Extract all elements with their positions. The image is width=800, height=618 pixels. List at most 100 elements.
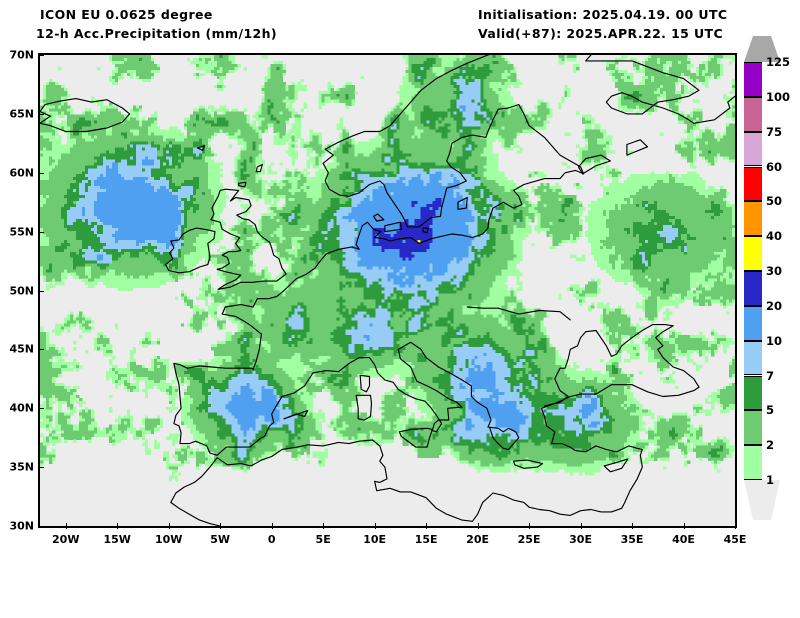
coastline-path — [513, 459, 544, 469]
coastline-path — [359, 374, 371, 393]
x-axis-tick — [220, 523, 222, 529]
x-axis-label-20w: 20W — [52, 533, 80, 546]
y-axis-tick — [38, 526, 44, 527]
x-axis-label-25e: 25E — [517, 533, 541, 546]
coastline-path — [422, 227, 429, 234]
colorbar-tick-20: 20 — [766, 298, 783, 313]
y-axis-label-50n: 50N — [9, 284, 34, 297]
coastline-path — [170, 501, 221, 526]
x-axis-label-40e: 40E — [672, 533, 695, 546]
x-axis-tick — [374, 523, 376, 529]
y-axis-tick — [38, 231, 44, 233]
colorbar-band-7-10 — [744, 340, 762, 376]
coastline-path — [196, 145, 206, 151]
x-axis-tick — [477, 523, 479, 529]
y-axis-label-55n: 55N — [9, 225, 34, 239]
x-axis-tick — [117, 523, 119, 529]
colorbar-under-arrow — [744, 480, 780, 520]
colorbar-tick-30: 30 — [766, 264, 783, 278]
x-axis-label-5w: 5W — [210, 533, 231, 546]
x-axis-tick — [271, 523, 273, 529]
x-axis-label-15w: 15W — [103, 533, 131, 546]
x-axis-label-10w: 10W — [154, 533, 183, 546]
y-axis-label-40n: 40N — [9, 401, 34, 415]
x-axis-tick — [529, 523, 531, 529]
coastline-path — [626, 139, 649, 156]
coastline-path — [355, 394, 373, 421]
coastline-path — [238, 181, 247, 188]
coastline-path — [173, 341, 520, 456]
x-axis-tick — [632, 523, 634, 529]
colorbar-band-10-20 — [744, 305, 762, 341]
coastline-path — [398, 427, 433, 448]
y-axis-label-60n: 60N — [9, 166, 34, 180]
coastline-path — [283, 410, 309, 420]
coastline-path — [457, 196, 468, 210]
x-axis-tick — [683, 523, 685, 529]
colorbar-band-5-7 — [744, 375, 762, 411]
coastline-path — [603, 458, 629, 473]
colorbar-band-75-100 — [744, 96, 762, 132]
x-axis-label-30e: 30E — [569, 533, 592, 546]
y-axis-tick — [38, 408, 44, 410]
colorbar-band-40-50 — [744, 201, 762, 237]
coastline-path — [373, 213, 385, 222]
field-title: 12-h Acc.Precipitation (mm/12h) — [36, 26, 278, 41]
colorbar-tick-125: 125 — [766, 55, 791, 69]
colorbar-tick-40: 40 — [766, 229, 783, 244]
x-axis-tick — [735, 523, 736, 529]
colorbar-over-arrow — [744, 36, 780, 62]
colorbar-band-2-5 — [744, 410, 762, 446]
coastline-path — [40, 98, 131, 133]
x-axis-label-10e: 10E — [363, 533, 387, 546]
colorbar-tick-7: 7 — [766, 368, 775, 383]
coastline-path — [255, 163, 263, 173]
x-axis-tick — [65, 523, 67, 529]
y-axis-tick — [38, 113, 44, 115]
colorbar-band-50-60 — [744, 166, 762, 202]
coastline-path — [165, 227, 216, 274]
colorbar-band-1-2 — [744, 445, 762, 480]
x-axis-tick — [580, 523, 582, 529]
coastline-path — [170, 324, 700, 522]
colorbar-tick-50: 50 — [766, 194, 783, 209]
x-axis-label-0: 0 — [267, 533, 276, 546]
initialisation-time: Initialisation: 2025.04.19. 00 UTC — [478, 7, 728, 22]
x-axis-label-35e: 35E — [620, 533, 644, 546]
map-plot-area — [38, 53, 737, 528]
coastline-path — [210, 188, 287, 290]
y-axis-tick — [38, 349, 44, 351]
colorbar-tick-75: 75 — [766, 124, 783, 139]
valid-time: Valid(+87): 2025.APR.22. 15 UTC — [478, 26, 724, 41]
y-axis-label-35n: 35N — [9, 460, 34, 474]
coastline-path — [173, 55, 735, 370]
colorbar-tick-10: 10 — [766, 333, 783, 348]
precipitation-map-canvas — [40, 55, 735, 526]
y-axis-tick — [38, 55, 44, 56]
x-axis-tick — [168, 523, 170, 529]
coastline-path — [466, 306, 499, 309]
y-axis-tick — [38, 467, 44, 469]
x-axis-tick — [426, 523, 428, 529]
y-axis-label-30n: 30N — [9, 519, 34, 533]
colorbar-band-30-40 — [744, 236, 762, 271]
y-axis-label-65n: 65N — [9, 107, 34, 121]
x-axis-label-20e: 20E — [466, 533, 489, 546]
y-axis-tick — [38, 172, 44, 174]
y-axis-label-45n: 45N — [9, 342, 34, 356]
colorbar-tick-5: 5 — [766, 403, 775, 418]
colorbar-band-20-30 — [744, 271, 762, 306]
x-axis-label-45e: 45E — [723, 533, 747, 546]
coastline-layer — [40, 55, 735, 526]
colorbar-tick-2: 2 — [766, 438, 775, 453]
model-title: ICON EU 0.0625 degree — [40, 7, 213, 22]
y-axis-label-70n: 70N — [9, 48, 34, 62]
precipitation-field — [40, 55, 735, 482]
x-axis-label-15e: 15E — [414, 533, 438, 546]
y-axis-tick — [38, 290, 44, 292]
coastline-path — [384, 221, 402, 233]
coastline-path — [497, 307, 571, 321]
x-axis-label-5e: 5E — [315, 533, 331, 546]
colorbar-band-100-125 — [744, 62, 762, 97]
